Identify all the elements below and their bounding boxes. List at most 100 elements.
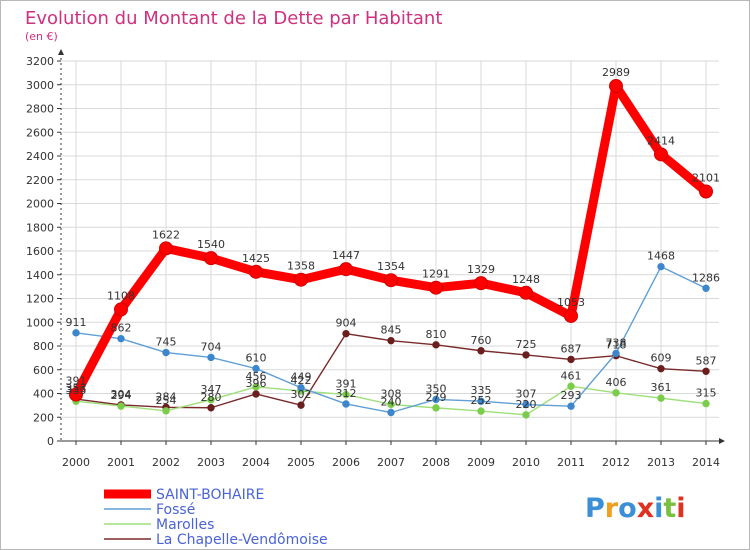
logo-letter: t: [663, 493, 676, 524]
series-point-1: [342, 400, 350, 408]
series-point-2: [387, 400, 395, 409]
data-label-2: 315: [696, 387, 717, 400]
series-point-2: [207, 396, 215, 404]
y-tick-label: 0: [47, 435, 54, 448]
data-label-0: 1329: [467, 263, 495, 276]
series-point-0: [429, 280, 443, 295]
logo-letter: o: [618, 493, 637, 524]
x-tick-label: 2006: [332, 456, 360, 469]
data-label-2: 308: [381, 387, 402, 400]
series-point-1: [252, 364, 260, 373]
x-tick-label: 2014: [692, 456, 720, 469]
data-label-1: 704: [201, 340, 222, 353]
data-label-0: 1447: [332, 249, 360, 262]
data-label-1: 293: [561, 389, 582, 402]
series-point-1: [162, 348, 170, 357]
legend-label-2: Marolles: [156, 517, 214, 533]
y-tick-label: 2000: [26, 198, 54, 211]
data-label-3: 810: [426, 328, 447, 341]
y-tick-label: 2400: [26, 150, 54, 163]
series-point-0: [294, 272, 308, 287]
x-axis-arrow: [719, 438, 725, 444]
data-label-0: 1622: [152, 228, 180, 241]
x-tick-label: 2012: [602, 456, 630, 469]
data-label-1: 240: [381, 396, 402, 409]
y-tick-label: 3200: [26, 55, 54, 68]
data-label-3: 396: [246, 377, 267, 390]
x-tick-label: 2010: [512, 456, 540, 469]
data-label-1: 745: [156, 336, 177, 349]
series-point-1: [207, 353, 215, 362]
data-label-2: 279: [426, 391, 447, 404]
series-point-3: [432, 341, 440, 349]
data-label-1: 1286: [692, 271, 720, 284]
series-point-1: [612, 349, 620, 358]
data-label-2: 252: [471, 394, 492, 407]
series-point-0: [654, 147, 668, 162]
y-tick-label: 1200: [26, 293, 54, 306]
y-tick-label: 2200: [26, 174, 54, 187]
data-label-3: 718: [606, 339, 627, 352]
series-point-0: [519, 285, 533, 300]
x-tick-label: 2003: [197, 456, 225, 469]
data-label-2: 294: [111, 389, 132, 402]
data-label-1: 738: [606, 336, 627, 349]
series-point-3: [342, 329, 350, 338]
data-label-2: 335: [66, 384, 87, 397]
y-tick-label: 2600: [26, 126, 54, 139]
series-point-0: [69, 387, 83, 402]
series-point-2: [252, 383, 260, 391]
series-point-1: [702, 284, 710, 292]
series-point-0: [204, 251, 218, 266]
series-point-2: [477, 407, 485, 415]
data-label-2: 461: [561, 369, 582, 382]
data-label-1: 307: [516, 388, 537, 401]
series-point-3: [567, 355, 575, 364]
series-point-2: [342, 390, 350, 399]
legend-label-1: Fossé: [156, 502, 195, 518]
legend-label-0: SAINT-BOHAIRE: [156, 487, 264, 503]
x-tick-label: 2008: [422, 456, 450, 469]
data-label-1: 911: [66, 316, 87, 329]
series-point-1: [477, 397, 485, 405]
series-point-3: [657, 364, 665, 373]
series-point-1: [297, 383, 305, 392]
data-label-2: 254: [156, 394, 177, 407]
series-point-0: [249, 264, 263, 279]
axis-layer: 0 200 400 600 800 1000 1200 1400 1600 1800 2000 220…: [26, 49, 725, 469]
data-label-3: 904: [336, 317, 357, 330]
y-tick-label: 1000: [26, 316, 54, 329]
y-tick-label: 200: [33, 411, 54, 424]
y-axis-arrow: [58, 49, 64, 55]
data-label-1: 449: [291, 371, 312, 384]
x-tick-label: 2009: [467, 456, 495, 469]
series-point-2: [702, 399, 710, 408]
series-point-0: [609, 79, 623, 94]
proxiti-logo: Proxiti: [585, 493, 686, 524]
data-label-0: 1358: [287, 260, 315, 273]
data-label-2: 347: [201, 383, 222, 396]
series-point-1: [657, 262, 665, 271]
data-label-3: 725: [516, 338, 537, 351]
x-tick-label: 2011: [557, 456, 585, 469]
series-point-2: [432, 404, 440, 412]
data-label-1: 1468: [647, 250, 675, 263]
data-label-0: 2101: [692, 172, 720, 185]
data-label-0: 391: [66, 375, 87, 388]
series-point-0: [114, 302, 128, 317]
data-label-layer: 353 304 284 280 396 302 904 845 810 760 725 687 718 6…: [66, 66, 721, 411]
series-point-1: [567, 402, 575, 410]
data-label-2: 406: [606, 376, 627, 389]
series-point-2: [612, 389, 620, 397]
logo-letter: x: [637, 493, 654, 524]
data-label-0: 2414: [647, 134, 675, 147]
data-label-1: 335: [471, 384, 492, 397]
y-tick-label: 400: [33, 388, 54, 401]
data-label-0: 1540: [197, 238, 225, 251]
y-tick-label: 600: [33, 364, 54, 377]
data-label-3: 760: [471, 334, 492, 347]
series-point-3: [297, 401, 305, 409]
data-label-0: 1053: [557, 296, 585, 309]
